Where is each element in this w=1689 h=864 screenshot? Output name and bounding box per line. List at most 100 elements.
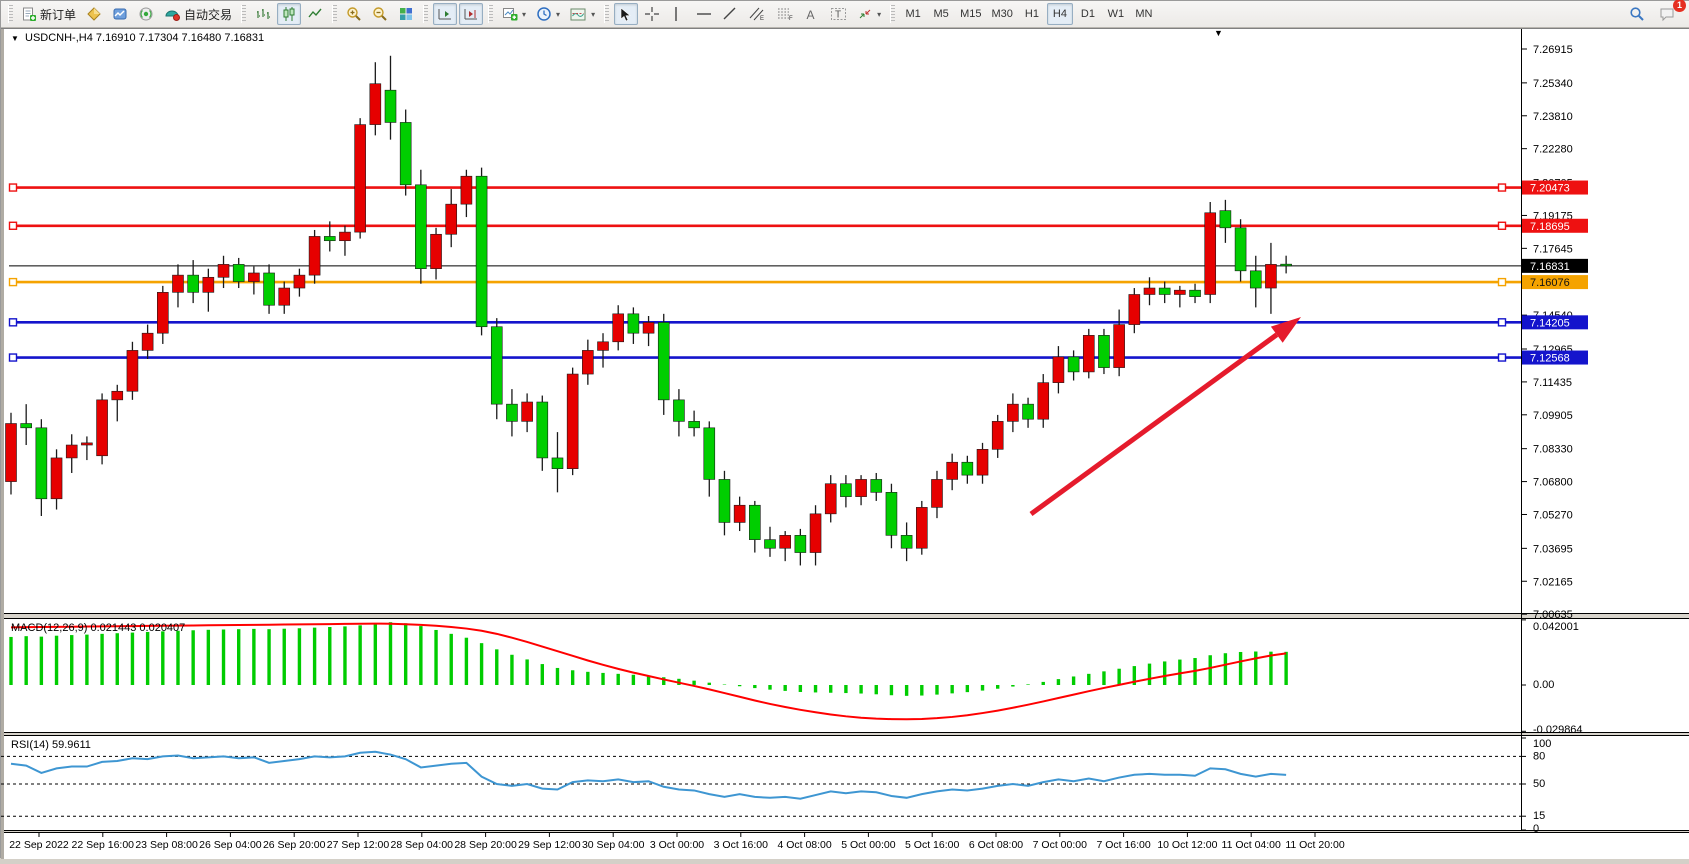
tf-m1-button[interactable]: M1	[900, 3, 926, 25]
signal-button[interactable]	[134, 3, 158, 25]
tile-windows-button[interactable]	[394, 3, 418, 25]
line-handle[interactable]	[10, 354, 17, 361]
symbols-button[interactable]	[82, 3, 106, 25]
zoom-out-icon	[372, 6, 388, 22]
tf-m30-button[interactable]: M30	[988, 3, 1017, 25]
chart-canvas[interactable]: 7.269157.253407.238107.222807.207057.191…	[1, 28, 1689, 859]
toolbar-grip[interactable]	[332, 5, 337, 23]
zoom-out-button[interactable]	[368, 3, 392, 25]
toolbar-grip[interactable]	[604, 5, 609, 23]
line-handle[interactable]	[10, 184, 17, 191]
crosshair-icon	[644, 6, 660, 22]
bear-candle	[415, 185, 426, 269]
market-watch-icon	[112, 6, 128, 22]
price-tick-label: 7.25340	[1533, 78, 1573, 90]
bear-candle	[901, 535, 912, 548]
price-tick-label: 7.11435	[1533, 377, 1572, 389]
toolbar-grip[interactable]	[423, 5, 428, 23]
text-label-tool-button[interactable]: T	[826, 3, 851, 25]
toolbar-grip[interactable]	[890, 5, 895, 23]
arrow-objects-button[interactable]: ▾	[853, 3, 885, 25]
horizontal-line-tool-button[interactable]	[692, 3, 716, 25]
bull-candle	[142, 333, 153, 350]
line-handle[interactable]	[1499, 354, 1506, 361]
templates-button[interactable]: ▾	[566, 3, 599, 25]
zoom-in-button[interactable]	[342, 3, 366, 25]
bear-candle	[749, 505, 760, 539]
crosshair-tool-button[interactable]	[640, 3, 664, 25]
bear-candle	[719, 479, 730, 522]
line-chart-type-button[interactable]	[303, 3, 327, 25]
chart-shift-button[interactable]	[459, 3, 483, 25]
new-chart-button[interactable]: ▾	[498, 3, 530, 25]
bull-candle	[916, 507, 927, 548]
tf-h4-button[interactable]: H4	[1047, 3, 1073, 25]
bear-candle	[491, 327, 502, 404]
toolbar-grip[interactable]	[488, 5, 493, 23]
bear-candle	[537, 402, 548, 458]
template-icon	[570, 7, 587, 22]
level-price-label-text: 7.20473	[1530, 183, 1570, 195]
trendline-tool-button[interactable]	[718, 3, 742, 25]
text-tool-button[interactable]: A	[800, 3, 824, 25]
trendline-icon	[722, 6, 738, 22]
line-handle[interactable]	[1499, 184, 1506, 191]
autotrading-icon	[164, 7, 181, 22]
market-watch-button[interactable]	[108, 3, 132, 25]
tf-m5-button[interactable]: M5	[928, 3, 954, 25]
fibonacci-icon: F	[776, 6, 794, 22]
line-handle[interactable]	[10, 319, 17, 326]
chart-area[interactable]: 7.269157.253407.238107.222807.207057.191…	[1, 28, 1689, 859]
bull-candle	[51, 458, 62, 499]
toolbar-grip[interactable]	[8, 5, 13, 23]
notifications-button[interactable]: 1	[1655, 3, 1680, 25]
bear-candle	[689, 421, 700, 427]
time-axis-label: 26 Sep 20:00	[263, 839, 326, 851]
tf-mn-button[interactable]: MN	[1131, 3, 1157, 25]
new-order-label: 新订单	[40, 6, 76, 23]
price-tick-label: 7.08330	[1533, 444, 1573, 456]
search-button[interactable]	[1625, 3, 1649, 25]
auto-scroll-button[interactable]	[433, 3, 457, 25]
bull-candle	[431, 234, 442, 268]
periods-button[interactable]: ▾	[532, 3, 564, 25]
tf-m15-button[interactable]: M15	[956, 3, 985, 25]
line-handle[interactable]	[10, 279, 17, 286]
cursor-tool-button[interactable]	[614, 3, 638, 25]
auto-scroll-icon	[437, 6, 453, 22]
fibonacci-tool-button[interactable]: F	[772, 3, 798, 25]
tf-h1-button[interactable]: H1	[1019, 3, 1045, 25]
search-icon	[1629, 6, 1645, 22]
tf-w1-button[interactable]: W1	[1103, 3, 1129, 25]
line-handle[interactable]	[10, 222, 17, 229]
rsi-tick-label: 100	[1533, 738, 1551, 750]
chart-shift-icon	[463, 6, 479, 22]
line-handle[interactable]	[1499, 222, 1506, 229]
toolbar-grip[interactable]	[241, 5, 246, 23]
bull-candle	[931, 479, 942, 507]
bear-candle	[1068, 357, 1079, 372]
vertical-line-icon	[670, 6, 682, 22]
autotrading-button[interactable]: 自动交易	[160, 3, 236, 25]
vertical-line-tool-button[interactable]	[666, 3, 690, 25]
new-order-button[interactable]: 新订单	[18, 3, 80, 25]
dropdown-arrow-icon: ▾	[591, 10, 595, 19]
new-chart-icon	[502, 6, 518, 22]
time-axis-label: 4 Oct 08:00	[777, 839, 831, 851]
price-tick-label: 7.00635	[1533, 609, 1573, 621]
bar-chart-icon	[255, 6, 271, 22]
tf-d1-button[interactable]: D1	[1075, 3, 1101, 25]
chart-menu-icon[interactable]: ▼	[11, 34, 19, 43]
equidistant-channel-tool-button[interactable]: E	[744, 3, 770, 25]
chart-shift-marker[interactable]: ▼	[1214, 28, 1223, 38]
bar-chart-type-button[interactable]	[251, 3, 275, 25]
bull-candle	[172, 275, 183, 292]
line-handle[interactable]	[1499, 279, 1506, 286]
bull-candle	[598, 342, 609, 351]
candlestick-chart-type-button[interactable]	[277, 3, 301, 25]
bull-candle	[218, 264, 229, 277]
bull-candle	[977, 449, 988, 475]
bear-candle	[658, 322, 669, 399]
line-handle[interactable]	[1499, 319, 1506, 326]
bull-candle	[825, 484, 836, 514]
